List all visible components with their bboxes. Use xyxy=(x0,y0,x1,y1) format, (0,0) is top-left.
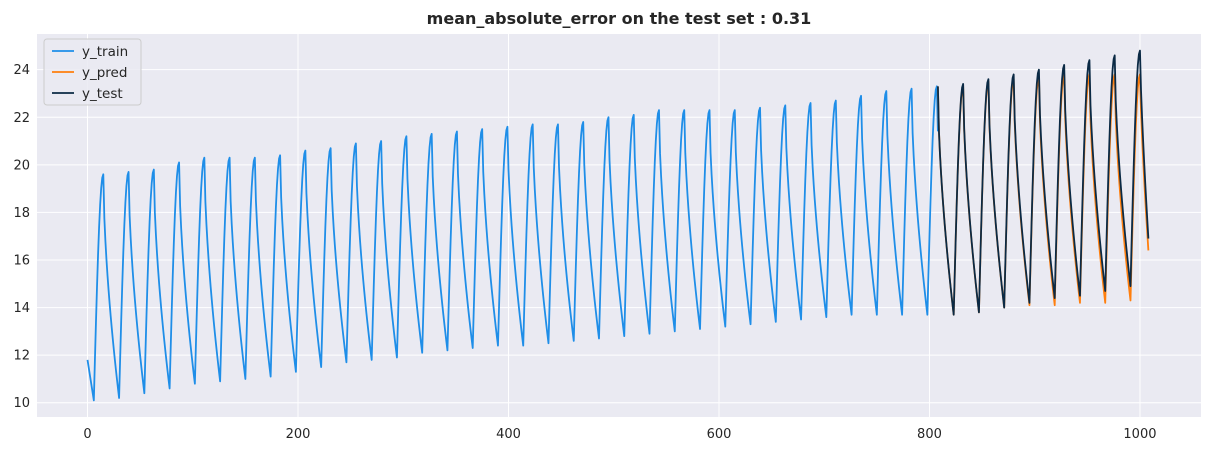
y-tick-label: 12 xyxy=(13,349,30,364)
series-lines xyxy=(86,49,1150,402)
legend-box xyxy=(43,38,142,106)
y-tick-label: 16 xyxy=(13,253,30,268)
y-tick-label: 20 xyxy=(13,158,30,173)
legend: y_train y_pred y_test xyxy=(43,38,142,106)
y-tick-label: 14 xyxy=(13,301,30,316)
axis-ticks: 0 200 400 600 800 1000 10 12 14 16 18 20 22 24 xyxy=(13,63,1156,442)
y-tick-label: 18 xyxy=(13,206,30,221)
plot-background xyxy=(37,34,1201,417)
y-tick-label: 24 xyxy=(13,63,30,78)
x-tick-label: 600 xyxy=(707,427,732,442)
y-tick-label: 22 xyxy=(13,111,30,126)
chart-title: mean_absolute_error on the test set : 0.… xyxy=(427,9,812,28)
legend-label: y_test xyxy=(82,86,123,102)
y-tick-label: 10 xyxy=(13,396,30,411)
x-tick-label: 0 xyxy=(83,427,91,442)
legend-label: y_pred xyxy=(82,65,127,81)
legend-label: y_train xyxy=(82,44,128,60)
x-tick-label: 200 xyxy=(286,427,311,442)
x-tick-label: 400 xyxy=(496,427,521,442)
x-tick-label: 800 xyxy=(917,427,942,442)
x-tick-label: 1000 xyxy=(1123,427,1156,442)
series-line-y-train xyxy=(86,85,939,402)
series-line-y-test xyxy=(936,49,1150,316)
